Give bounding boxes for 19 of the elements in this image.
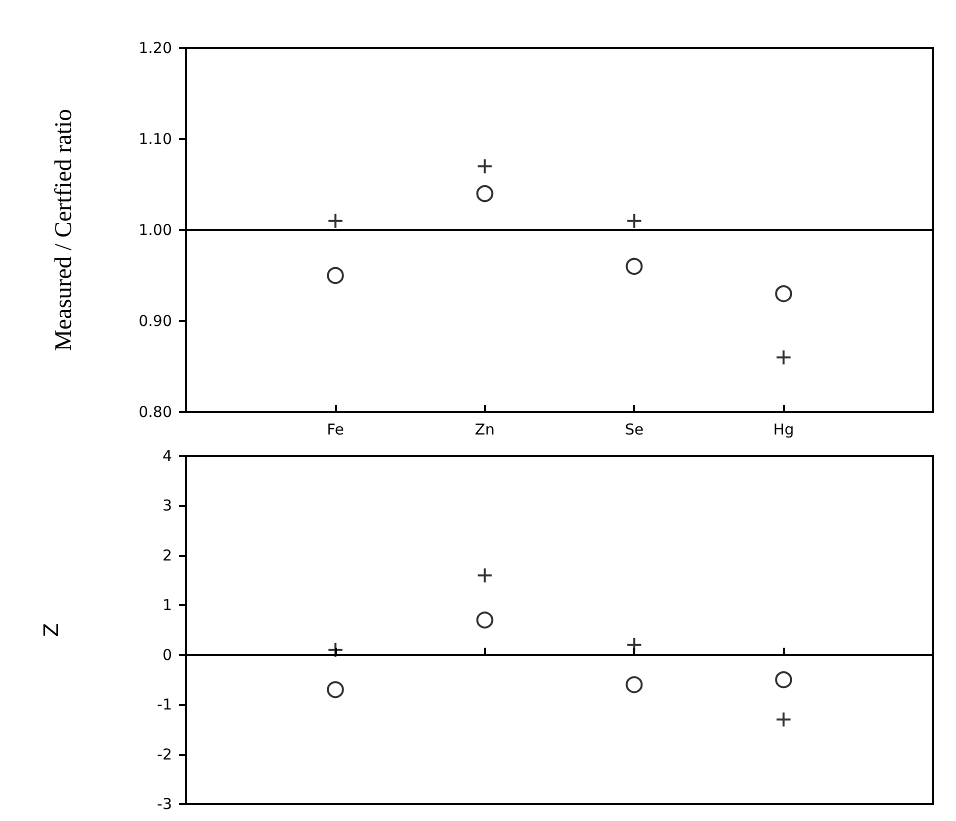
y-tick-label: 1.00 — [138, 221, 172, 239]
y-tick-label: 1 — [162, 596, 172, 614]
y-axis-title: Z — [39, 623, 63, 637]
y-tick-label: -1 — [157, 696, 172, 714]
y-tick-label: 0 — [162, 646, 172, 664]
y-tick-label: -3 — [157, 795, 172, 813]
y-tick-label: 1.10 — [138, 130, 172, 148]
x-tick-label: Fe — [326, 420, 344, 438]
y-tick-label: 2 — [162, 546, 172, 564]
y-tick-label: 0.80 — [138, 403, 172, 421]
x-tick-label: Hg — [773, 420, 794, 438]
y-axis-title: Measured / Certfied ratio — [51, 109, 77, 351]
y-tick-label: 0.90 — [138, 312, 172, 330]
x-tick-label: Zn — [474, 420, 495, 438]
y-tick-label: 3 — [162, 496, 172, 515]
y-tick-label: -2 — [157, 745, 172, 764]
y-tick-label: 4 — [162, 447, 172, 465]
y-tick-label: 1.20 — [138, 39, 172, 57]
x-tick-label: Se — [624, 420, 644, 438]
